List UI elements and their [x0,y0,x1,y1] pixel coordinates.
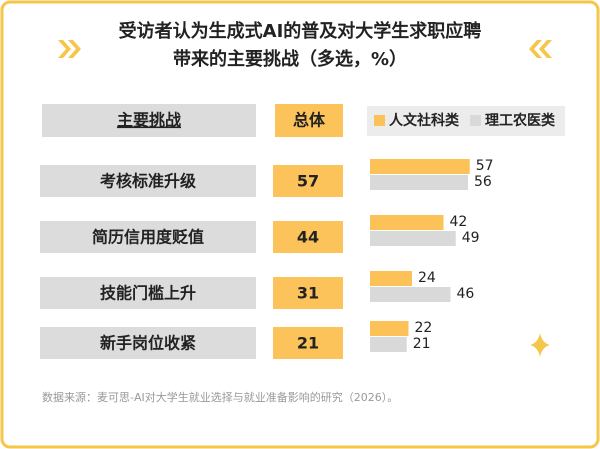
title-line: 带来的主要挑战（多选，%） [173,48,407,70]
category-label: 技能门槛上升 [100,284,196,303]
bar [370,337,407,352]
overall-value: 21 [297,334,319,353]
legend-label: 人文社科类 [389,112,460,129]
chevron-left [58,40,81,58]
value-label: 49 [462,230,480,246]
overall-value: 57 [297,172,319,191]
value-label: 22 [415,320,433,336]
sparkle [530,333,550,357]
overall-value: 44 [297,228,319,247]
value-label: 24 [418,270,436,286]
bar [370,287,451,302]
value-label: 42 [450,214,468,230]
overall-value: 31 [297,284,319,303]
header-cell [42,104,256,137]
category-header: 主要挑战 [117,111,181,130]
bar [370,215,444,230]
value-label: 21 [413,336,431,352]
legend-box [367,106,565,136]
overall-header: 总体 [293,111,326,130]
overall-cell [273,277,343,309]
bar [370,271,412,286]
category-cell [40,327,256,359]
header-cell [275,104,343,137]
bar [370,175,468,190]
category-cell [40,221,256,253]
title-line: 受访者认为生成式AI的普及对大学生求职应聘 [119,20,482,42]
legend-label: 理工农医类 [485,112,556,129]
overall-cell [273,327,343,359]
bar [370,159,470,174]
bar [370,231,456,246]
legend-swatch [470,115,481,126]
value-label: 56 [474,174,492,190]
value-label: 57 [476,158,494,174]
category-label: 简历信用度贬值 [92,228,204,247]
category-cell [40,165,256,197]
overall-cell [273,221,343,253]
category-label: 考核标准升级 [100,172,197,191]
legend-swatch [374,115,385,126]
chevron-right [529,40,552,58]
overall-cell [273,165,343,197]
category-cell [40,277,256,309]
bar [370,321,409,336]
source: 数据来源：麦可思-AI对大学生就业选择与就业准备影响的研究（2026）。 [42,390,398,404]
category-label: 新手岗位收紧 [100,334,196,353]
value-label: 46 [457,286,475,302]
